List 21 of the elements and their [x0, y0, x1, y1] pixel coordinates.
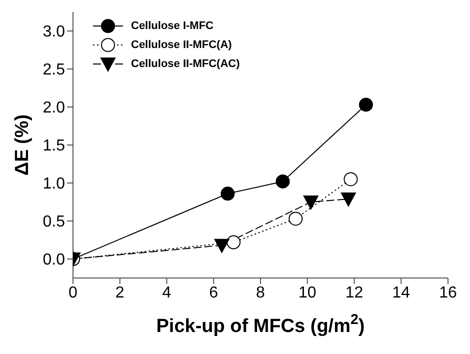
y-tick-label: 0.0	[42, 252, 66, 269]
legend-label: Cellulose II-MFC(AC)	[131, 58, 240, 70]
legend-label: Cellulose II-MFC(A)	[131, 39, 232, 51]
y-axis-title: ΔE (%)	[12, 114, 33, 176]
x-tick-label: 4	[162, 284, 172, 302]
x-tick-label: 10	[298, 284, 316, 302]
x-tick-label: 12	[345, 284, 364, 302]
y-tick-label: 1.5	[42, 138, 66, 155]
x-tick-label: 0	[68, 284, 78, 302]
legend-label: Cellulose I-MFC	[131, 20, 214, 32]
y-tick-label: 1.0	[42, 176, 66, 193]
y-tick-label: 3.0	[42, 24, 66, 41]
y-tick-label: 2.5	[42, 62, 66, 79]
x-tick-label: 8	[256, 284, 266, 302]
x-tick-label: 16	[439, 284, 457, 302]
y-tick-label: 0.5	[42, 214, 66, 231]
x-tick-label: 14	[392, 284, 410, 302]
y-tick-label: 2.0	[42, 100, 66, 117]
x-tick-label: 6	[209, 284, 218, 302]
x-tick-label: 2	[115, 284, 124, 302]
x-axis-title: Pick-up of MFCs (g/m$^{2}$)	[156, 312, 365, 337]
